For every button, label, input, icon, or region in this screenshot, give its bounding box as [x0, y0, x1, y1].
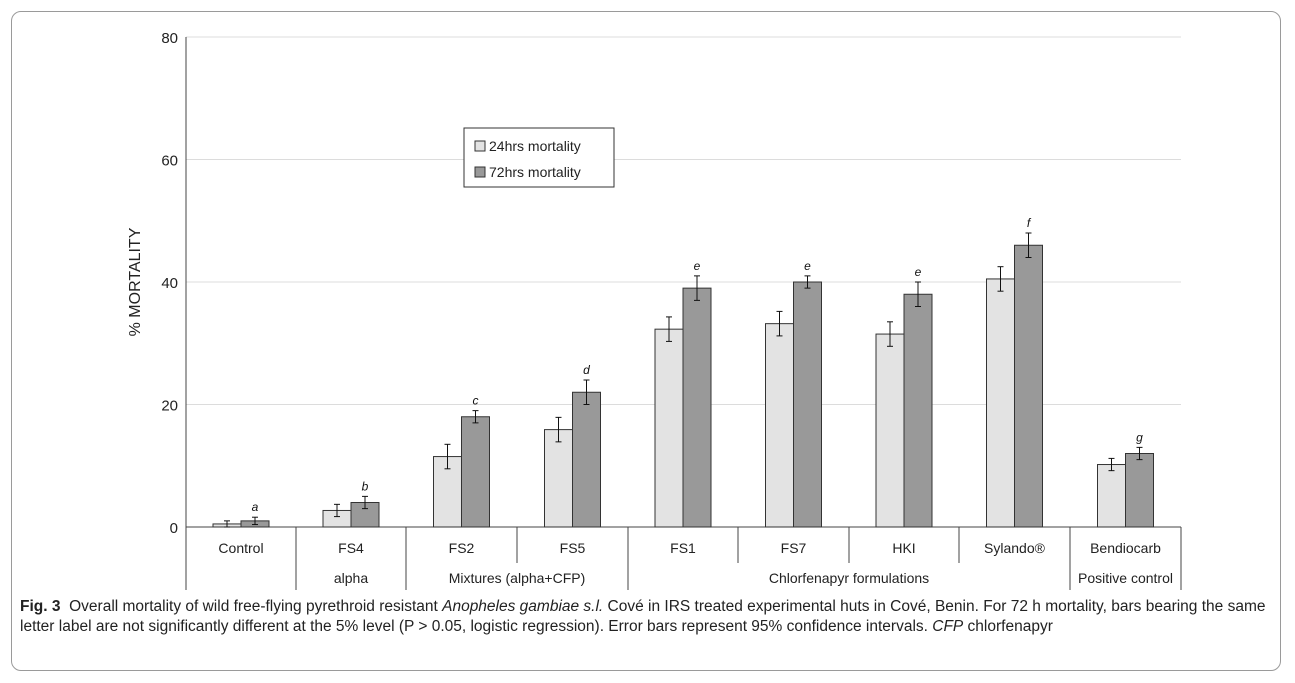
x-tick-label: Bendiocarb — [1090, 540, 1161, 556]
significance-letter: e — [694, 259, 701, 273]
x-tick-label: FS2 — [449, 540, 475, 556]
caption-species: Anopheles gambiae s.l. — [442, 598, 604, 615]
mortality-bar-chart: 0 20 40 60 80 % MORTALITY a Control b FS4 c FS2 d FS5… — [127, 30, 1182, 590]
significance-letter: f — [1027, 216, 1032, 230]
y-tick-label: 40 — [161, 275, 178, 292]
bar-72hrs — [1125, 453, 1154, 528]
y-axis-label: % MORTALITY — [127, 227, 144, 336]
bar-24hrs — [654, 328, 684, 528]
bar-72hrs — [903, 293, 933, 528]
y-tick-label: 20 — [161, 398, 178, 415]
legend-label: 24hrs mortality — [489, 138, 581, 154]
x-group-label: Positive control — [1078, 570, 1173, 586]
bar-24hrs — [986, 278, 1015, 528]
x-tick-label: FS5 — [560, 540, 586, 556]
legend-swatch — [474, 166, 486, 178]
x-group-label: alpha — [334, 570, 368, 586]
bar-24hrs — [1097, 464, 1126, 528]
bar-72hrs — [461, 416, 490, 528]
legend-swatch — [474, 140, 486, 152]
legend-label: 72hrs mortality — [489, 164, 581, 180]
significance-letter: d — [583, 363, 590, 377]
y-tick-label: 80 — [161, 30, 178, 47]
bar-72hrs — [572, 391, 601, 528]
x-tick-label: FS7 — [781, 540, 807, 556]
y-tick-label: 0 — [170, 520, 178, 537]
x-tick-label: Sylando® — [984, 540, 1046, 556]
x-tick-label: HKI — [892, 540, 915, 556]
significance-letter: e — [915, 265, 922, 279]
bar-72hrs — [1014, 244, 1043, 528]
figure-frame — [11, 11, 1281, 671]
significance-letter: a — [252, 500, 259, 514]
significance-letter: e — [804, 259, 811, 273]
significance-letter: c — [473, 394, 479, 408]
x-group-label: Chlorfenapyr formulations — [769, 570, 929, 586]
caption-text-3: chlorfenapyr — [963, 618, 1053, 635]
x-group-label: Mixtures (alpha+CFP) — [449, 570, 586, 586]
caption-text-2: Cové in IRS treated experimental huts in… — [20, 598, 1266, 635]
figure-caption: Fig. 3 Overall mortality of wild free-fl… — [20, 597, 1275, 637]
significance-letter: g — [1136, 430, 1143, 444]
bar-24hrs — [544, 429, 573, 528]
bar-24hrs — [875, 333, 905, 528]
caption-fig-label: Fig. 3 — [20, 598, 61, 615]
x-tick-label: FS4 — [338, 540, 364, 556]
x-tick-label: FS1 — [670, 540, 696, 556]
legend-box — [463, 127, 615, 188]
caption-text-1: Overall mortality of wild free-flying py… — [69, 598, 443, 615]
x-tick-label: Control — [218, 540, 263, 556]
caption-abbr: CFP — [932, 618, 964, 635]
bar-24hrs — [765, 323, 794, 528]
bar-72hrs — [793, 281, 822, 528]
significance-letter: b — [362, 479, 369, 493]
bar-72hrs — [682, 287, 712, 528]
y-tick-label: 60 — [161, 153, 178, 170]
